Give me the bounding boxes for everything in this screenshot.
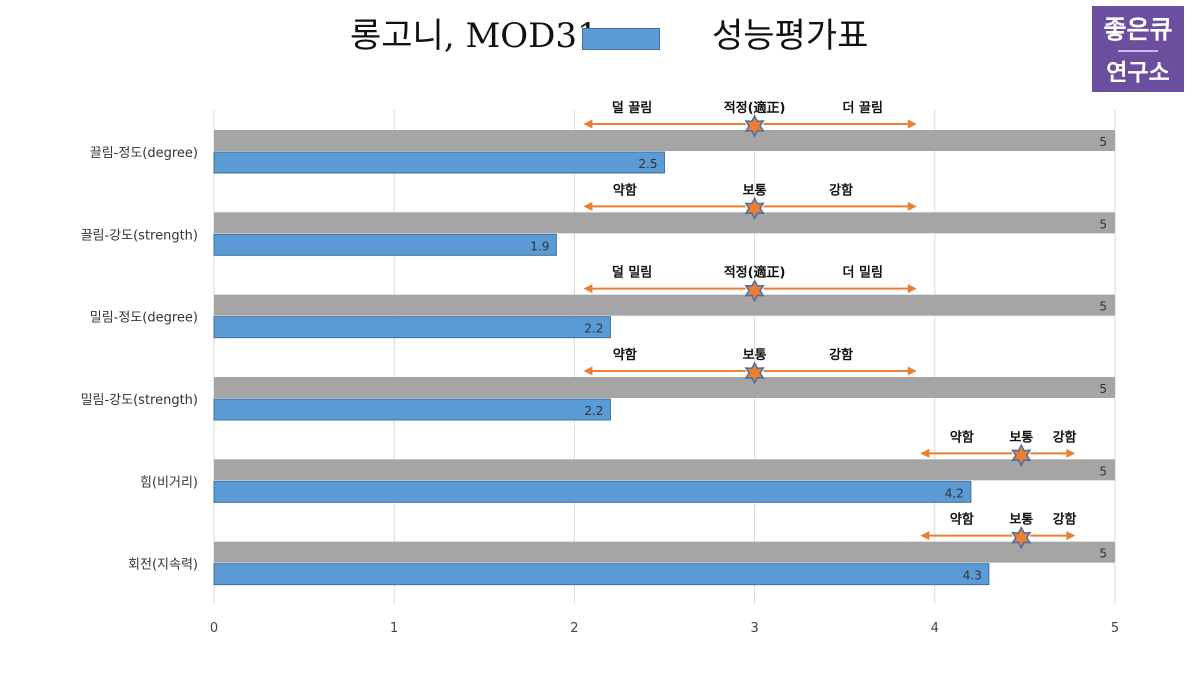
arrowhead-left xyxy=(920,448,930,458)
arrowhead-left xyxy=(920,531,930,541)
logo-text-bottom: 연구소 xyxy=(1106,60,1170,86)
max-bar xyxy=(214,294,1115,316)
annotation-left: 약함 xyxy=(613,182,637,198)
max-bar-label: 5 xyxy=(1099,382,1107,396)
value-bar-label: 4.2 xyxy=(945,486,964,500)
max-bar-label: 5 xyxy=(1099,464,1107,478)
marker-star xyxy=(744,279,765,303)
max-bar xyxy=(214,212,1115,234)
logo-divider xyxy=(1118,50,1158,52)
max-bar xyxy=(214,130,1115,151)
annotation-mid: 보통 xyxy=(1009,513,1033,528)
marker-star xyxy=(1011,526,1032,550)
annotation-left: 약함 xyxy=(613,347,637,363)
x-tick-label: 3 xyxy=(750,621,758,636)
annotation-left: 덜 끌림 xyxy=(612,100,652,116)
marker-star xyxy=(744,361,765,385)
value-bar xyxy=(213,233,557,256)
value-bar xyxy=(213,563,990,586)
arrowhead-right xyxy=(907,284,917,294)
annotation-left: 약함 xyxy=(950,429,974,445)
annotation-right: 더 밀림 xyxy=(843,265,883,281)
annotation-mid: 적정(適正) xyxy=(724,265,786,281)
max-bar-label: 5 xyxy=(1099,300,1107,314)
category-label: 끌림-강도(strength) xyxy=(81,228,198,243)
arrowhead-right xyxy=(907,366,917,376)
annotation-right: 더 끌림 xyxy=(843,100,883,116)
annotation-left: 덜 밀림 xyxy=(612,265,652,281)
arrowhead-right xyxy=(1066,448,1076,458)
value-bar-label: 1.9 xyxy=(530,239,549,253)
logo-text-top: 좋은큐 xyxy=(1103,15,1173,44)
category-label: 회전(지속력) xyxy=(128,558,198,573)
x-tick-label: 0 xyxy=(210,621,218,636)
marker-star xyxy=(744,196,765,220)
annotation-right: 강함 xyxy=(829,182,853,198)
category-label: 밀림-강도(strength) xyxy=(81,393,198,408)
arrowhead-left xyxy=(583,284,593,294)
category-label: 힘(비거리) xyxy=(140,475,198,490)
value-bar xyxy=(213,480,972,503)
annotation-mid: 보통 xyxy=(1009,430,1033,445)
category-label: 끌림-정도(degree) xyxy=(90,146,198,161)
marker-star xyxy=(744,114,765,138)
marker-star xyxy=(1011,443,1032,467)
title-text-right: 성능평가표 xyxy=(712,16,869,56)
value-bar xyxy=(213,151,665,174)
annotation-left: 약함 xyxy=(950,512,974,528)
max-bar-label: 5 xyxy=(1099,547,1107,561)
value-bar-label: 4.3 xyxy=(963,569,982,583)
title-text-left: 롱고니, MOD31 xyxy=(350,16,599,56)
arrowhead-left xyxy=(583,201,593,211)
value-bar-label: 2.2 xyxy=(584,404,603,418)
value-bar-label: 2.2 xyxy=(584,322,603,336)
annotation-mid: 보통 xyxy=(743,348,767,363)
category-label: 밀림-정도(degree) xyxy=(90,311,198,326)
arrowhead-right xyxy=(907,119,917,129)
max-bar-label: 5 xyxy=(1099,217,1107,231)
arrowhead-left xyxy=(583,119,593,129)
arrowhead-left xyxy=(583,366,593,376)
x-tick-label: 1 xyxy=(390,621,398,636)
x-tick-label: 4 xyxy=(931,621,939,636)
arrowhead-right xyxy=(1066,531,1076,541)
legend-swatch xyxy=(582,28,660,50)
value-bar xyxy=(213,398,611,421)
logo: 좋은큐 연구소 xyxy=(1092,6,1184,92)
annotation-right: 강함 xyxy=(1053,429,1077,445)
arrowhead-right xyxy=(907,201,917,211)
x-tick-label: 2 xyxy=(570,621,578,636)
value-bar xyxy=(213,316,611,339)
x-tick-label: 5 xyxy=(1111,621,1119,636)
annotation-right: 강함 xyxy=(1053,512,1077,528)
max-bar xyxy=(214,377,1115,398)
annotation-mid: 보통 xyxy=(743,183,767,198)
value-bar-label: 2.5 xyxy=(638,157,657,171)
max-bar xyxy=(214,459,1115,481)
chart-title: 롱고니, MOD31 성능평가표 xyxy=(0,8,1200,64)
max-bar-label: 5 xyxy=(1099,135,1107,149)
max-bar xyxy=(214,541,1115,563)
annotation-mid: 적정(適正) xyxy=(724,100,786,116)
annotation-right: 강함 xyxy=(829,347,853,363)
